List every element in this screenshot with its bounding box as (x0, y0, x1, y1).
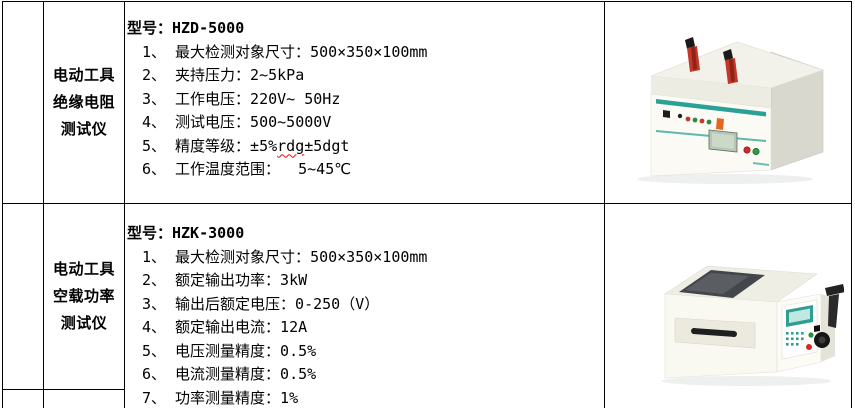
index-cell (3, 2, 44, 203)
spec-item: 6、 电流测量精度：0.5% (142, 365, 317, 383)
product-name-line: 空载功率 (52, 287, 115, 305)
product-name-cell: 电动工具 空载功率 测试仪 (44, 204, 125, 408)
product-name-line: 电动工具 (52, 260, 115, 278)
product-name: 电动工具 绝缘电阻 测试仪 (53, 62, 115, 143)
product-name-line: 测试仪 (60, 120, 108, 138)
model-label: 型号：HZD-5000 (127, 19, 245, 37)
product-image-cell (605, 204, 852, 408)
spellcheck-underlined-word: rdg (277, 136, 305, 155)
spec-item: 2、 额定输出功率：3kW (142, 271, 308, 289)
table-row: 电动工具 绝缘电阻 测试仪 型号：HZD-5000 1、 最大检测对象尺寸：50… (3, 2, 852, 204)
index-cell (3, 204, 44, 408)
spec-item: 4、 测试电压：500~5000V (142, 113, 332, 131)
product-name: 电动工具 空载功率 测试仪 (53, 256, 115, 337)
spec-cell: 型号：HZD-5000 1、 最大检测对象尺寸：500×350×100mm 2、… (125, 2, 605, 203)
product-name-line: 电动工具 (52, 66, 115, 84)
product-image-cell (605, 2, 852, 203)
spec-item: 1、 最大检测对象尺寸：500×350×100mm (142, 42, 428, 61)
spec-text: 5、 精度等级：±5% (142, 136, 278, 155)
spec-item: 6、 工作温度范围： 5~45℃ (142, 160, 352, 178)
product-name-line: 测试仪 (60, 314, 108, 332)
spec-cell: 型号：HZK-3000 1、 最大检测对象尺寸：500×350×100mm 2、… (125, 204, 605, 408)
spec-item: 1、 最大检测对象尺寸：500×350×100mm (142, 247, 428, 266)
spec-text: ±5dgt (304, 136, 350, 155)
spec-item: 3、 工作电压：220V~ 50Hz (142, 89, 341, 108)
model-label: 型号：HZK-3000 (127, 224, 245, 242)
spec-item: 5、 精度等级：±5%rdg±5dgt (127, 135, 600, 159)
spec-item: 4、 额定输出电流：12A (142, 318, 308, 336)
product-name-line: 绝缘电阻 (52, 93, 115, 111)
table-row: 电动工具 空载功率 测试仪 型号：HZK-3000 1、 最大检测对象尺寸：50… (3, 204, 852, 408)
product-name-cell: 电动工具 绝缘电阻 测试仪 (44, 2, 125, 203)
hzk-3000-product-image (661, 265, 845, 386)
spec-item: 5、 电压测量精度：0.5% (142, 341, 317, 360)
hzd-5000-product-image (637, 37, 824, 184)
spec-item: 3、 输出后额定电压：0-250（V） (142, 294, 380, 313)
spec-item: 7、 功率测量精度：1% (142, 388, 299, 407)
spec-item: 2、 夹持压力：2~5kPa (142, 66, 305, 84)
